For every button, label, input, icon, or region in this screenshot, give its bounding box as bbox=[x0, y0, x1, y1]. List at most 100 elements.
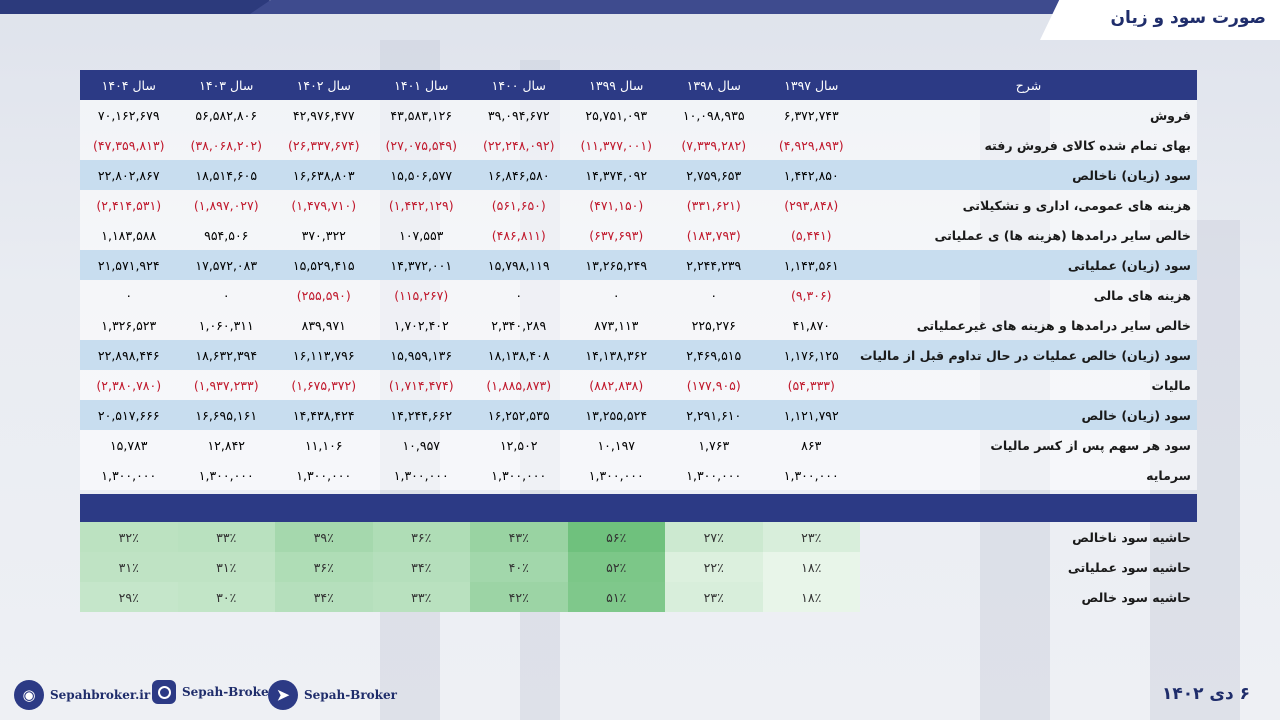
table-cell: ۳۹,۰۹۴,۶۷۲ bbox=[470, 100, 568, 130]
column-header-year: سال ۱۴۰۳ bbox=[177, 70, 275, 100]
page-title: صورت سود و زیان bbox=[1110, 8, 1266, 28]
column-header-year: سال ۱۴۰۱ bbox=[372, 70, 470, 100]
margin-cell: ۳۹٪ bbox=[275, 522, 373, 552]
row-label: سود هر سهم پس از کسر مالیات bbox=[860, 430, 1197, 460]
table-cell: ۱۴,۴۳۸,۴۲۴ bbox=[275, 400, 373, 430]
row-label: خالص سایر درامدها و هزینه های غیرعملیاتی bbox=[860, 310, 1197, 340]
table-row: بهای تمام شده کالای فروش رفته (۴,۹۲۹,۸۹۳)… bbox=[80, 130, 1197, 160]
table-cell: ۱,۱۷۶,۱۲۵ bbox=[762, 340, 860, 370]
margin-cell: ۳۳٪ bbox=[372, 582, 470, 612]
table-cell: ۲,۳۴۰,۲۸۹ bbox=[470, 310, 568, 340]
table-cell: ۱۵,۷۹۸,۱۱۹ bbox=[470, 250, 568, 280]
margin-cell: ۳۶٪ bbox=[372, 522, 470, 552]
column-header-year: سال ۱۴۰۴ bbox=[80, 70, 178, 100]
margin-cell: ۱۸٪ bbox=[762, 552, 860, 582]
table-row: سود هر سهم پس از کسر مالیات ۸۶۳ ۱,۷۶۳ ۱۰,۱۹… bbox=[80, 430, 1197, 460]
table-cell: ۱۶,۲۵۲,۵۳۵ bbox=[470, 400, 568, 430]
table-cell: (۵۶۱,۶۵۰) bbox=[470, 190, 568, 220]
instagram-link[interactable]: Sepah-Broker bbox=[152, 680, 275, 704]
instagram-icon bbox=[152, 680, 176, 704]
table-row: خالص سایر درامدها و هزینه های غیرعملیاتی… bbox=[80, 310, 1197, 340]
table-cell: ۱۴,۲۴۴,۶۶۲ bbox=[372, 400, 470, 430]
margin-cell: ۳۲٪ bbox=[80, 522, 178, 552]
table-cell: (۹,۳۰۶) bbox=[762, 280, 860, 310]
table-cell: (۱,۹۳۷,۲۳۳) bbox=[177, 370, 275, 400]
margin-cell: ۲۹٪ bbox=[80, 582, 178, 612]
table-cell: ۱,۳۰۰,۰۰۰ bbox=[567, 460, 665, 490]
header: صورت سود و زیان bbox=[0, 0, 1280, 40]
table-cell: ۴۲,۹۷۶,۴۷۷ bbox=[275, 100, 373, 130]
table-cell: ۱۴,۳۷۴,۰۹۲ bbox=[567, 160, 665, 190]
report-date: ۶ دی ۱۴۰۲ bbox=[1161, 684, 1250, 704]
margin-cell: ۳۴٪ bbox=[275, 582, 373, 612]
margin-cell: ۵۱٪ bbox=[567, 582, 665, 612]
table-cell: (۱۱۵,۲۶۷) bbox=[372, 280, 470, 310]
column-header-description: شرح bbox=[860, 70, 1197, 100]
table-header-row: شرح سال ۱۳۹۷ سال ۱۳۹۸ سال ۱۳۹۹ سال ۱۴۰۰ … bbox=[80, 70, 1197, 100]
margin-cell: ۴۰٪ bbox=[470, 552, 568, 582]
table-cell: (۴۷۱,۱۵۰) bbox=[567, 190, 665, 220]
table-cell: (۱,۸۹۷,۰۲۷) bbox=[177, 190, 275, 220]
website-link[interactable]: ◉ Sepahbroker.ir bbox=[14, 680, 150, 710]
table-cell: ۱,۳۲۶,۵۲۳ bbox=[80, 310, 178, 340]
table-cell: (۲۷,۰۷۵,۵۴۹) bbox=[372, 130, 470, 160]
table-cell: ۱۶,۸۴۶,۵۸۰ bbox=[470, 160, 568, 190]
separator-cell bbox=[80, 494, 1197, 522]
row-label: سرمایه bbox=[860, 460, 1197, 490]
table-cell: ۱۳,۲۶۵,۲۴۹ bbox=[567, 250, 665, 280]
column-header-year: سال ۱۳۹۹ bbox=[567, 70, 665, 100]
header-stripe bbox=[250, 0, 1280, 14]
margin-cell: ۳۰٪ bbox=[177, 582, 275, 612]
table-cell: ۵۶,۵۸۲,۸۰۶ bbox=[177, 100, 275, 130]
table-cell: ۱۰,۱۹۷ bbox=[567, 430, 665, 460]
table-cell: ۸۳۹,۹۷۱ bbox=[275, 310, 373, 340]
table-cell: ۱,۳۰۰,۰۰۰ bbox=[665, 460, 763, 490]
table-cell: ۰ bbox=[470, 280, 568, 310]
table-cell: (۱۸۳,۷۹۳) bbox=[665, 220, 763, 250]
margin-cell: ۴۳٪ bbox=[470, 522, 568, 552]
table-cell: (۲۹۳,۸۴۸) bbox=[762, 190, 860, 220]
telegram-icon: ➤ bbox=[268, 680, 298, 710]
table-cell: ۱,۱۸۳,۵۸۸ bbox=[80, 220, 178, 250]
column-header-year: سال ۱۴۰۰ bbox=[470, 70, 568, 100]
table-cell: ۳۷۰,۳۲۲ bbox=[275, 220, 373, 250]
table-row: هزینه های مالی (۹,۳۰۶) ۰ ۰ ۰ (۱۱۵,۲۶۷) (۲۵۵,۵۹… bbox=[80, 280, 1197, 310]
margin-row: حاشیه سود خالص ۱۸٪ ۲۳٪ ۵۱٪ ۴۲٪ ۳۳٪ ۳۴٪ ۳۰٪ ۲۹٪ bbox=[80, 582, 1197, 612]
margin-cell: ۱۸٪ bbox=[762, 582, 860, 612]
row-label: سود (زیان) عملیاتی bbox=[860, 250, 1197, 280]
table-cell: ۱۵,۵۲۹,۴۱۵ bbox=[275, 250, 373, 280]
table-cell: (۵,۴۴۱) bbox=[762, 220, 860, 250]
header-stripe bbox=[0, 0, 270, 14]
table-cell: ۲۵,۷۵۱,۰۹۳ bbox=[567, 100, 665, 130]
row-label: حاشیه سود خالص bbox=[1081, 589, 1191, 605]
table-cell: ۲,۴۶۹,۵۱۵ bbox=[665, 340, 763, 370]
table-cell: ۸۶۳ bbox=[762, 430, 860, 460]
table-cell: ۸۷۳,۱۱۳ bbox=[567, 310, 665, 340]
table-cell: ۲۲,۸۰۲,۸۶۷ bbox=[80, 160, 178, 190]
table-cell: ۰ bbox=[665, 280, 763, 310]
row-label: سود (زیان) خالص عملیات در حال تداوم قبل … bbox=[860, 340, 1197, 370]
table-cell: ۱۶,۱۱۳,۷۹۶ bbox=[275, 340, 373, 370]
table-cell: ۱۵,۹۵۹,۱۳۶ bbox=[372, 340, 470, 370]
table-cell: (۲۲,۲۴۸,۰۹۲) bbox=[470, 130, 568, 160]
margin-cell: ۵۲٪ bbox=[567, 552, 665, 582]
table-cell: (۷,۳۳۹,۲۸۲) bbox=[665, 130, 763, 160]
instagram-text: Sepah-Broker bbox=[182, 685, 275, 699]
margin-cell: ۵۶٪ bbox=[567, 522, 665, 552]
table-cell: ۲,۷۵۹,۶۵۳ bbox=[665, 160, 763, 190]
table-row: سرمایه ۱,۳۰۰,۰۰۰ ۱,۳۰۰,۰۰۰ ۱,۳۰۰,۰۰۰ ۱,۳۰۰,۰… bbox=[80, 460, 1197, 490]
margin-cell: ۴۲٪ bbox=[470, 582, 568, 612]
table-row: سود (زیان) خالص ۱,۱۲۱,۷۹۲ ۲,۲۹۱,۶۱۰ ۱۳,۲۵۵,… bbox=[80, 400, 1197, 430]
table-row: خالص سایر درامدها (هزینه ها) ی عملیاتی (۵… bbox=[80, 220, 1197, 250]
table-cell: ۱۰,۰۹۸,۹۳۵ bbox=[665, 100, 763, 130]
telegram-link[interactable]: ➤ Sepah-Broker bbox=[268, 680, 397, 710]
table-cell: (۸۸۲,۸۳۸) bbox=[567, 370, 665, 400]
table-cell: (۲۶,۳۳۷,۶۷۴) bbox=[275, 130, 373, 160]
table-cell: (۱,۸۸۵,۸۷۳) bbox=[470, 370, 568, 400]
income-statement-table: شرح سال ۱۳۹۷ سال ۱۳۹۸ سال ۱۳۹۹ سال ۱۴۰۰ … bbox=[80, 70, 1197, 612]
table-cell: ۶,۳۷۲,۷۴۳ bbox=[762, 100, 860, 130]
table-cell: ۷۰,۱۶۲,۶۷۹ bbox=[80, 100, 178, 130]
table-row: سود (زیان) ناخالص ۱,۴۴۲,۸۵۰ ۲,۷۵۹,۶۵۳ ۱۴,۳۷… bbox=[80, 160, 1197, 190]
margin-cell: ۲۳٪ bbox=[665, 582, 763, 612]
table-cell: ۲۱,۵۷۱,۹۲۴ bbox=[80, 250, 178, 280]
